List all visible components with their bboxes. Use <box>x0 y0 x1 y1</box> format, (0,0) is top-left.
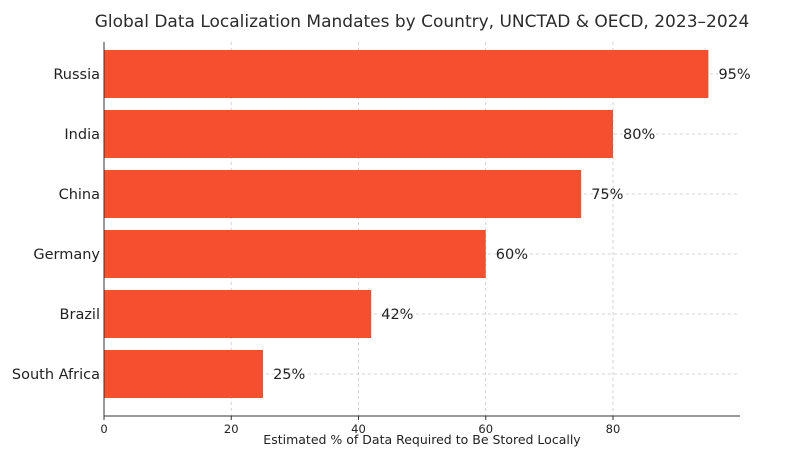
category-label: India <box>64 127 100 143</box>
bar-germany <box>104 230 486 278</box>
x-tick-label: 0 <box>100 422 107 436</box>
bar-india <box>104 110 613 158</box>
category-label: Brazil <box>60 307 100 323</box>
bar-russia <box>104 50 709 98</box>
bar-south-africa <box>104 350 264 398</box>
x-ticks: 0 20 40 60 80 <box>100 416 620 436</box>
bars: Russia 95% India 80% China 75% Germany 60% Brazi… <box>12 50 751 398</box>
bar-china <box>104 170 582 218</box>
value-label: 95% <box>718 67 750 83</box>
x-axis-title: Estimated % of Data Required to Be Store… <box>263 432 581 447</box>
chart-title: Global Data Localization Mandates by Cou… <box>95 12 750 32</box>
value-label: 42% <box>381 307 413 323</box>
category-label: Russia <box>53 67 100 83</box>
category-label: Germany <box>33 247 100 263</box>
x-tick-label: 20 <box>224 422 239 436</box>
x-tick-label: 60 <box>478 422 493 436</box>
bar-brazil <box>104 290 372 338</box>
x-tick-label: 40 <box>351 422 366 436</box>
value-label: 80% <box>623 127 655 143</box>
value-label: 25% <box>273 367 305 383</box>
value-label: 60% <box>496 247 528 263</box>
category-label: South Africa <box>12 367 100 383</box>
category-label: China <box>59 187 100 203</box>
axes <box>103 42 740 417</box>
x-tick-label: 80 <box>606 422 621 436</box>
value-label: 75% <box>591 187 623 203</box>
